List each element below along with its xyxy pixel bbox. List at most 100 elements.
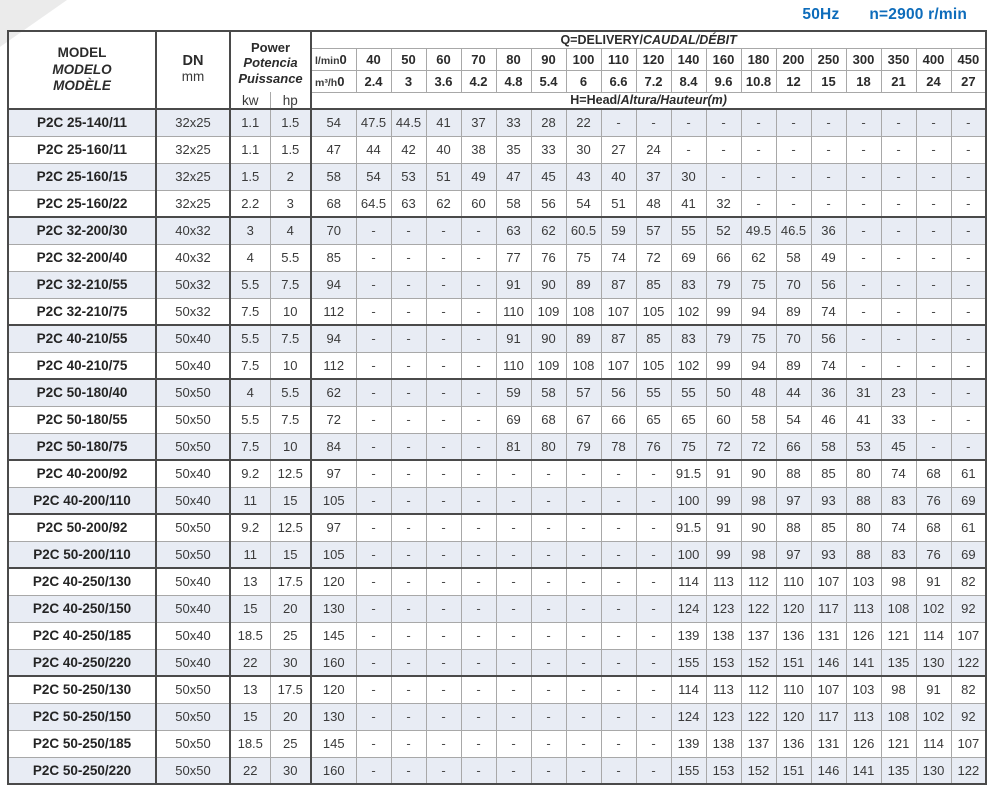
head-value-cell: 124 xyxy=(671,703,707,731)
m3h-value-header: 27 xyxy=(951,70,987,93)
head-value-cell: 88 xyxy=(846,541,882,569)
head-value-cell: 67 xyxy=(566,406,602,434)
kw-cell: 1.5 xyxy=(230,163,271,191)
head-value-cell: 113 xyxy=(846,703,882,731)
head-value-cell: 62 xyxy=(741,244,777,272)
head-value-cell: 33 xyxy=(496,109,532,137)
head-value-cell: 62 xyxy=(311,379,357,407)
dn-unit-label: mm xyxy=(181,69,205,84)
lmin-value-header: 90 xyxy=(531,48,567,71)
head-value-cell: 100 xyxy=(671,487,707,515)
head-value-cell: - xyxy=(566,757,602,785)
head-value-cell: 36 xyxy=(811,379,847,407)
head-value-cell: - xyxy=(356,217,392,245)
head-value-cell: 60.5 xyxy=(566,217,602,245)
head-value-cell: - xyxy=(496,568,532,596)
dn-cell: 40x32 xyxy=(156,244,231,272)
pump-spec-table: MODEL MODELO MODÈLE DN mm Power Potencia… xyxy=(7,30,988,785)
model-cell: P2C 25-160/22 xyxy=(8,190,157,218)
table-row: P2C 50-250/220 50x50 22 30 160- - - - - - - - -155 15… xyxy=(8,757,987,785)
kw-cell: 5.5 xyxy=(230,325,271,353)
head-value-cell: 89 xyxy=(776,298,812,326)
m3h-value-header: 24 xyxy=(916,70,952,93)
head-value-cell: 153 xyxy=(706,649,742,677)
head-value-cell: - xyxy=(426,271,462,299)
hp-cell: 10 xyxy=(270,298,313,326)
kw-cell: 5.5 xyxy=(230,271,271,299)
head-value-cell: - xyxy=(916,163,952,191)
kw-cell: 9.2 xyxy=(230,460,271,488)
head-value-cell: - xyxy=(601,730,637,758)
head-value-cell: - xyxy=(671,109,707,137)
head-value-cell: 121 xyxy=(881,622,917,650)
head-value-cell: - xyxy=(426,244,462,272)
dn-cell: 50x50 xyxy=(156,379,231,407)
head-value-cell: - xyxy=(391,676,427,704)
dn-cell: 32x25 xyxy=(156,136,231,164)
head-value-cell: 46.5 xyxy=(776,217,812,245)
head-value-cell: - xyxy=(356,379,392,407)
head-value-cell: 74 xyxy=(811,298,847,326)
head-value-cell: - xyxy=(951,190,987,218)
head-value-cell: 153 xyxy=(706,757,742,785)
table-row: P2C 50-250/185 50x50 18.5 25 145- - - - - - - - -139… xyxy=(8,730,987,758)
head-value-cell: 108 xyxy=(881,595,917,623)
head-value-cell: - xyxy=(391,325,427,353)
head-value-cell: 130 xyxy=(311,595,357,623)
table-row: P2C 32-200/30 40x32 3 4 70- - - -63 62 60.5 59 57 55… xyxy=(8,217,987,245)
dn-cell: 50x50 xyxy=(156,541,231,569)
power-header-es: Potencia xyxy=(243,55,298,71)
head-value-cell: - xyxy=(601,703,637,731)
head-value-cell: 110 xyxy=(496,352,532,380)
head-value-cell: - xyxy=(391,460,427,488)
head-value-cell: 124 xyxy=(671,595,707,623)
hp-cell: 10 xyxy=(270,352,313,380)
head-value-cell: - xyxy=(496,622,532,650)
head-value-cell: 135 xyxy=(881,757,917,785)
head-value-cell: 155 xyxy=(671,649,707,677)
model-cell: P2C 25-160/15 xyxy=(8,163,157,191)
head-value-cell: - xyxy=(356,703,392,731)
dn-cell: 50x40 xyxy=(156,352,231,380)
head-value-cell: 126 xyxy=(846,730,882,758)
head-value-cell: - xyxy=(741,163,777,191)
head-value-cell: - xyxy=(881,136,917,164)
head-value-cell: - xyxy=(916,325,952,353)
kw-cell: 13 xyxy=(230,676,271,704)
head-value-cell: 123 xyxy=(706,703,742,731)
table-row: P2C 50-200/92 50x50 9.2 12.5 97- - - - - - - - -91.5… xyxy=(8,514,987,542)
lmin-value-header: 70 xyxy=(461,48,497,71)
head-value-cell: 55 xyxy=(671,379,707,407)
head-value-cell: - xyxy=(636,595,672,623)
head-value-cell: - xyxy=(636,730,672,758)
dn-cell: 40x32 xyxy=(156,217,231,245)
lmin-value-header: 300 xyxy=(846,48,882,71)
m3h-value-header: 8.4 xyxy=(671,70,707,93)
head-value-cell: 105 xyxy=(636,298,672,326)
head-value-cell: - xyxy=(566,568,602,596)
kw-cell: 18.5 xyxy=(230,622,271,650)
m3h-value-header: 18 xyxy=(846,70,882,93)
head-value-cell: 63 xyxy=(496,217,532,245)
head-value-cell: 56 xyxy=(811,271,847,299)
head-value-cell: 122 xyxy=(741,595,777,623)
head-value-cell: - xyxy=(776,109,812,137)
head-value-cell: 83 xyxy=(881,541,917,569)
head-value-cell: - xyxy=(601,676,637,704)
head-value-cell: - xyxy=(461,487,497,515)
head-value-cell: - xyxy=(391,271,427,299)
head-value-cell: 136 xyxy=(776,622,812,650)
head-value-cell: 141 xyxy=(846,649,882,677)
head-value-cell: 72 xyxy=(311,406,357,434)
dn-cell: 50x32 xyxy=(156,271,231,299)
head-value-cell: 151 xyxy=(776,757,812,785)
head-value-cell: 62 xyxy=(531,217,567,245)
head-value-cell: - xyxy=(461,379,497,407)
m3h-value-header: 3 xyxy=(391,70,427,93)
head-value-cell: 91 xyxy=(916,568,952,596)
hp-cell: 25 xyxy=(270,730,313,758)
head-value-cell: 72 xyxy=(636,244,672,272)
kw-cell: 1.1 xyxy=(230,136,271,164)
head-value-cell: 60 xyxy=(461,190,497,218)
head-value-cell: - xyxy=(531,730,567,758)
